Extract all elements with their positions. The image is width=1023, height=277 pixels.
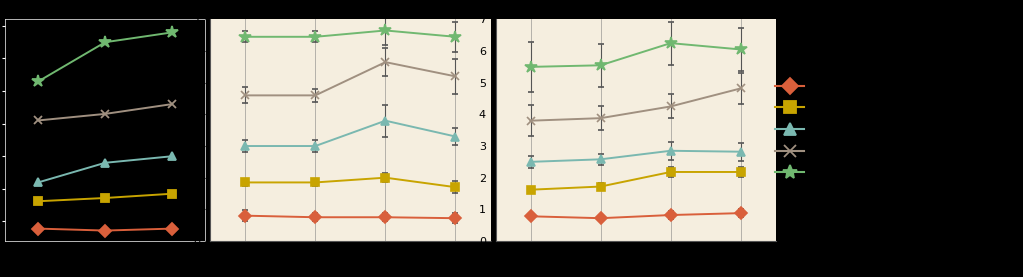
- Legend: No input, NP, NP + 1 t BC, NP + 5 t BC, NP + 10 t BC: No input, NP, NP + 1 t BC, NP + 5 t BC, …: [775, 81, 897, 180]
- Title: Western: Western: [594, 1, 677, 19]
- Title: Central: Central: [313, 1, 388, 19]
